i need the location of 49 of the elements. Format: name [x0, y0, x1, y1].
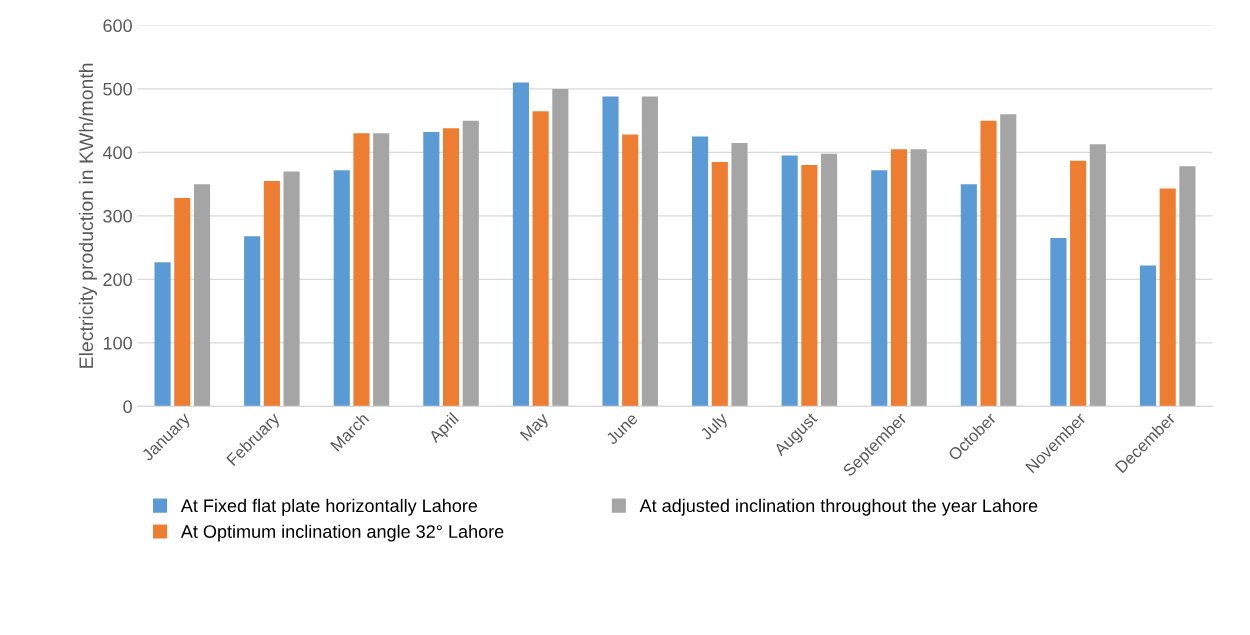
- y-tick-label: 300: [103, 209, 132, 223]
- bar: [890, 149, 908, 407]
- bar: [1089, 144, 1106, 407]
- bar: [801, 165, 818, 407]
- bar: [731, 142, 748, 407]
- legend-label: At Optimum inclination angle 32° Lahore: [180, 524, 504, 542]
- bar: [244, 236, 261, 407]
- bar: [512, 82, 529, 407]
- bar: [821, 153, 838, 407]
- bar: [622, 134, 639, 407]
- bar: [154, 262, 171, 407]
- bar: [602, 96, 619, 407]
- bar: [423, 132, 440, 407]
- bar: [692, 136, 709, 407]
- bar: [193, 184, 211, 407]
- bar: [711, 161, 728, 407]
- bar: [910, 149, 927, 407]
- bar: [1139, 265, 1157, 407]
- bar: [980, 120, 997, 407]
- bar: [1000, 114, 1017, 407]
- bar: [442, 128, 460, 407]
- y-tick-label: 100: [103, 336, 132, 350]
- bar: [1070, 160, 1087, 407]
- bar: [462, 120, 479, 407]
- bar: [1179, 166, 1196, 407]
- x-tick-label: July: [699, 411, 731, 444]
- legend-label: At adjusted inclination throughout the year Lahore: [639, 498, 1038, 516]
- y-tick-label: 600: [103, 19, 132, 33]
- bar: [353, 133, 370, 407]
- y-tick-label: 400: [102, 146, 132, 160]
- y-tick-label: 200: [103, 273, 132, 287]
- bar: [781, 155, 798, 407]
- y-tick-label: 0: [123, 400, 132, 414]
- y-tick-label: 500: [103, 82, 132, 96]
- bar: [1050, 238, 1067, 407]
- y-axis-title: Electricity production in KWh/month: [78, 63, 97, 368]
- bar: [552, 88, 569, 407]
- bar: [960, 184, 977, 407]
- bar: [641, 96, 658, 407]
- bar: [283, 171, 300, 407]
- x-tick-label: May: [519, 411, 552, 444]
- bar: [373, 133, 390, 407]
- bar: [333, 170, 350, 407]
- bar: [263, 180, 280, 407]
- bar: [1159, 188, 1176, 407]
- bar: [871, 170, 888, 407]
- bar: [174, 198, 191, 407]
- legend-label: At Fixed flat plate horizontally Lahore: [180, 498, 478, 516]
- bar: [532, 111, 549, 407]
